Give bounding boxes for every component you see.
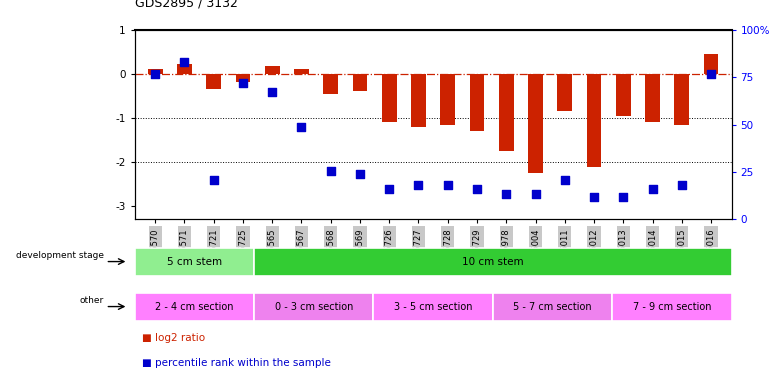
Bar <box>675 74 689 125</box>
Text: development stage: development stage <box>16 251 104 260</box>
Text: 5 cm stem: 5 cm stem <box>167 256 222 267</box>
Bar <box>499 74 514 151</box>
Bar <box>353 74 367 91</box>
Point <box>383 186 396 192</box>
Text: 0 - 3 cm section: 0 - 3 cm section <box>275 302 353 312</box>
Point <box>354 171 367 177</box>
Bar <box>177 64 192 74</box>
Bar <box>411 74 426 127</box>
Bar <box>528 74 543 173</box>
Bar <box>323 74 338 94</box>
Bar <box>470 74 484 131</box>
Point <box>588 194 600 200</box>
Text: 3 - 5 cm section: 3 - 5 cm section <box>394 302 472 312</box>
Bar <box>382 74 397 123</box>
Bar <box>704 54 718 74</box>
Point <box>237 80 249 86</box>
Text: 10 cm stem: 10 cm stem <box>462 256 524 267</box>
Bar <box>440 74 455 125</box>
Text: ■ log2 ratio: ■ log2 ratio <box>142 333 206 343</box>
Bar <box>294 69 309 74</box>
Point <box>208 177 220 183</box>
Point <box>558 177 571 183</box>
Bar <box>206 74 221 90</box>
Point <box>646 186 658 192</box>
Point <box>529 191 541 197</box>
Bar <box>587 74 601 166</box>
Point <box>325 168 337 174</box>
Text: 2 - 4 cm section: 2 - 4 cm section <box>156 302 233 312</box>
Point <box>296 124 308 130</box>
Bar <box>557 74 572 111</box>
Point <box>266 88 279 94</box>
Point <box>705 71 717 77</box>
Point <box>617 194 629 200</box>
Text: ■ percentile rank within the sample: ■ percentile rank within the sample <box>142 357 331 368</box>
Point <box>179 59 191 65</box>
Text: 5 - 7 cm section: 5 - 7 cm section <box>513 302 592 312</box>
Point <box>470 186 483 192</box>
Bar <box>148 69 162 74</box>
Bar <box>616 74 631 116</box>
Text: GDS2895 / 3132: GDS2895 / 3132 <box>135 0 238 9</box>
Point <box>441 182 454 188</box>
Point <box>413 182 425 188</box>
Point <box>675 182 688 188</box>
Text: 7 - 9 cm section: 7 - 9 cm section <box>633 302 711 312</box>
Point <box>500 191 512 197</box>
Bar <box>645 74 660 123</box>
Point <box>149 71 162 77</box>
Bar <box>265 66 280 74</box>
Bar <box>236 74 250 82</box>
Text: other: other <box>80 296 104 305</box>
